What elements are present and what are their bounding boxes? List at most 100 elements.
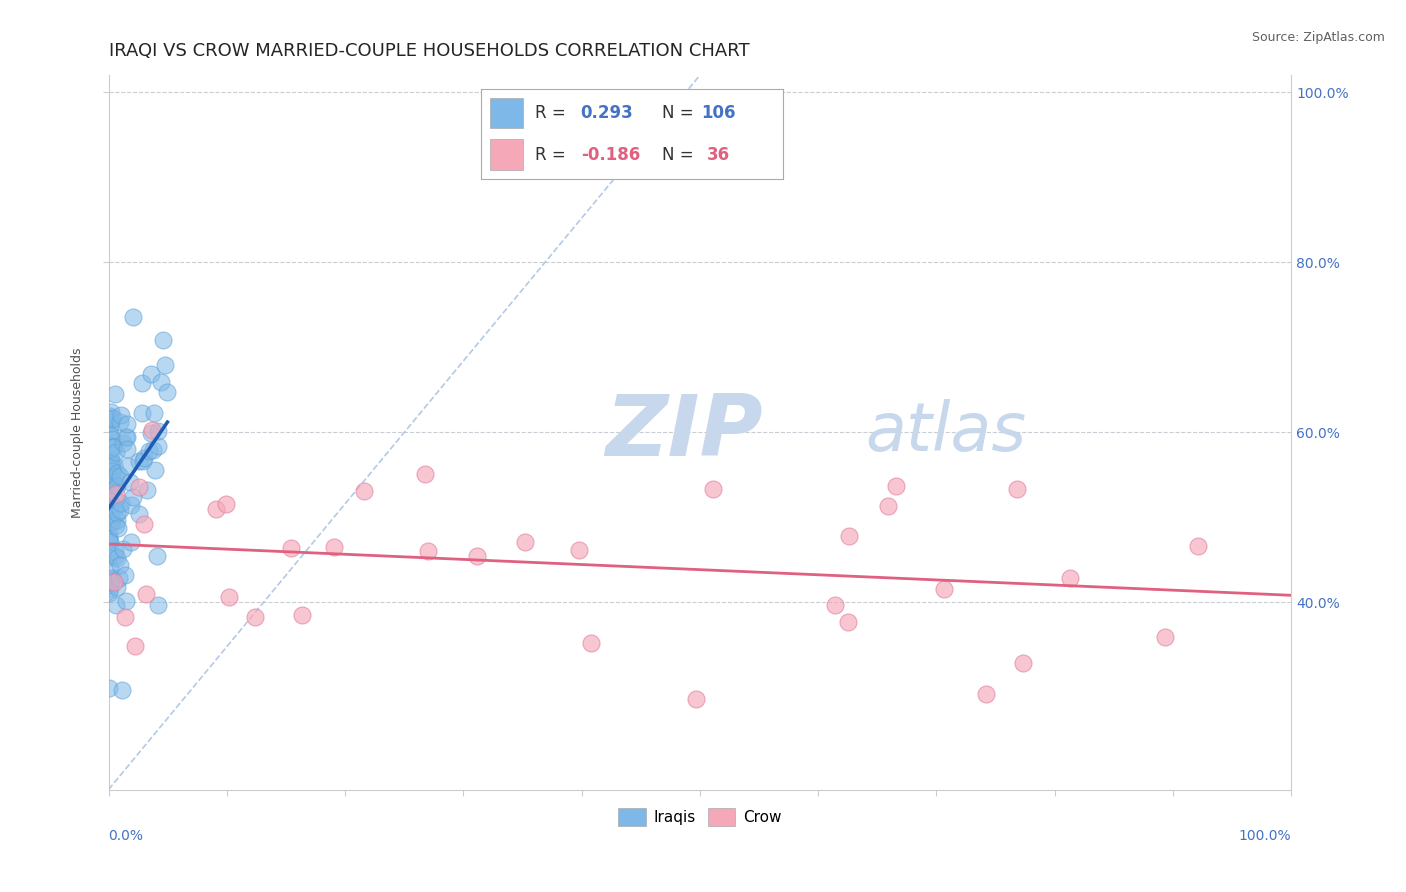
Legend: Iraqis, Crow: Iraqis, Crow [612,802,787,832]
Text: Source: ZipAtlas.com: Source: ZipAtlas.com [1251,31,1385,45]
Point [124,639,146,653]
Point [105,598,128,612]
Point [1187,539,1209,553]
Point [100,478,122,492]
Point [132,454,155,468]
Point [142,442,165,457]
Point [100,405,122,419]
Point [568,542,591,557]
Point [100,451,122,466]
Point [105,550,128,565]
Point [100,411,122,425]
Point [105,513,128,527]
Point [101,471,124,485]
Point [218,590,240,604]
Point [101,464,124,478]
Point [114,430,136,444]
Point [110,409,132,423]
Point [1011,657,1033,671]
Point [128,508,150,522]
Point [152,334,174,348]
Point [120,498,142,512]
Point [115,417,138,432]
Point [101,515,124,529]
Point [148,424,170,438]
Point [98,535,121,549]
Point [104,544,127,558]
Point [122,490,145,504]
Point [98,452,121,467]
Point [98,498,121,512]
Point [98,458,121,473]
Point [98,461,121,475]
Text: IRAQI VS CROW MARRIED-COUPLE HOUSEHOLDS CORRELATION CHART: IRAQI VS CROW MARRIED-COUPLE HOUSEHOLDS … [108,42,749,60]
Point [413,467,436,482]
Point [141,368,163,382]
Point [110,416,132,430]
Point [98,561,121,575]
Point [115,594,138,608]
Point [148,438,170,452]
Point [148,598,170,612]
Point [98,421,121,435]
Point [141,423,163,437]
Point [97,681,120,695]
Point [104,387,127,401]
Point [117,442,139,456]
Point [115,430,138,444]
Point [108,558,131,573]
Point [103,469,125,483]
Point [108,571,131,585]
Point [685,692,707,706]
Point [131,406,153,420]
Point [103,458,125,472]
Point [291,607,314,622]
Point [101,464,124,478]
Point [117,459,139,474]
Y-axis label: Married-couple Households: Married-couple Households [72,347,84,517]
Point [120,475,142,489]
Point [111,436,134,450]
Point [145,463,167,477]
Point [322,540,344,554]
Point [101,432,124,446]
Point [974,687,997,701]
Point [107,521,129,535]
Point [98,417,121,431]
Text: atlas: atlas [866,400,1026,466]
Point [934,582,956,596]
Point [104,492,127,507]
Point [112,542,135,557]
Point [702,482,724,496]
Point [105,506,128,520]
Point [98,460,121,475]
Point [105,517,128,532]
Point [204,502,226,516]
Point [111,682,134,697]
Point [98,484,121,499]
Point [138,443,160,458]
Text: 0.0%: 0.0% [108,829,143,843]
Point [838,529,860,543]
Point [98,454,121,468]
Point [100,456,122,470]
Point [105,444,128,458]
Point [824,598,846,612]
Point [156,385,179,400]
Point [97,512,120,526]
Point [877,500,900,514]
Point [101,571,124,585]
Point [120,535,142,549]
Point [97,425,120,439]
Point [98,581,121,595]
Point [280,541,302,555]
Point [1153,631,1175,645]
Point [214,497,236,511]
Point [103,410,125,425]
Point [128,480,150,494]
Point [114,610,136,624]
Point [103,549,125,563]
Point [105,580,128,594]
Point [131,376,153,391]
Point [97,586,120,600]
